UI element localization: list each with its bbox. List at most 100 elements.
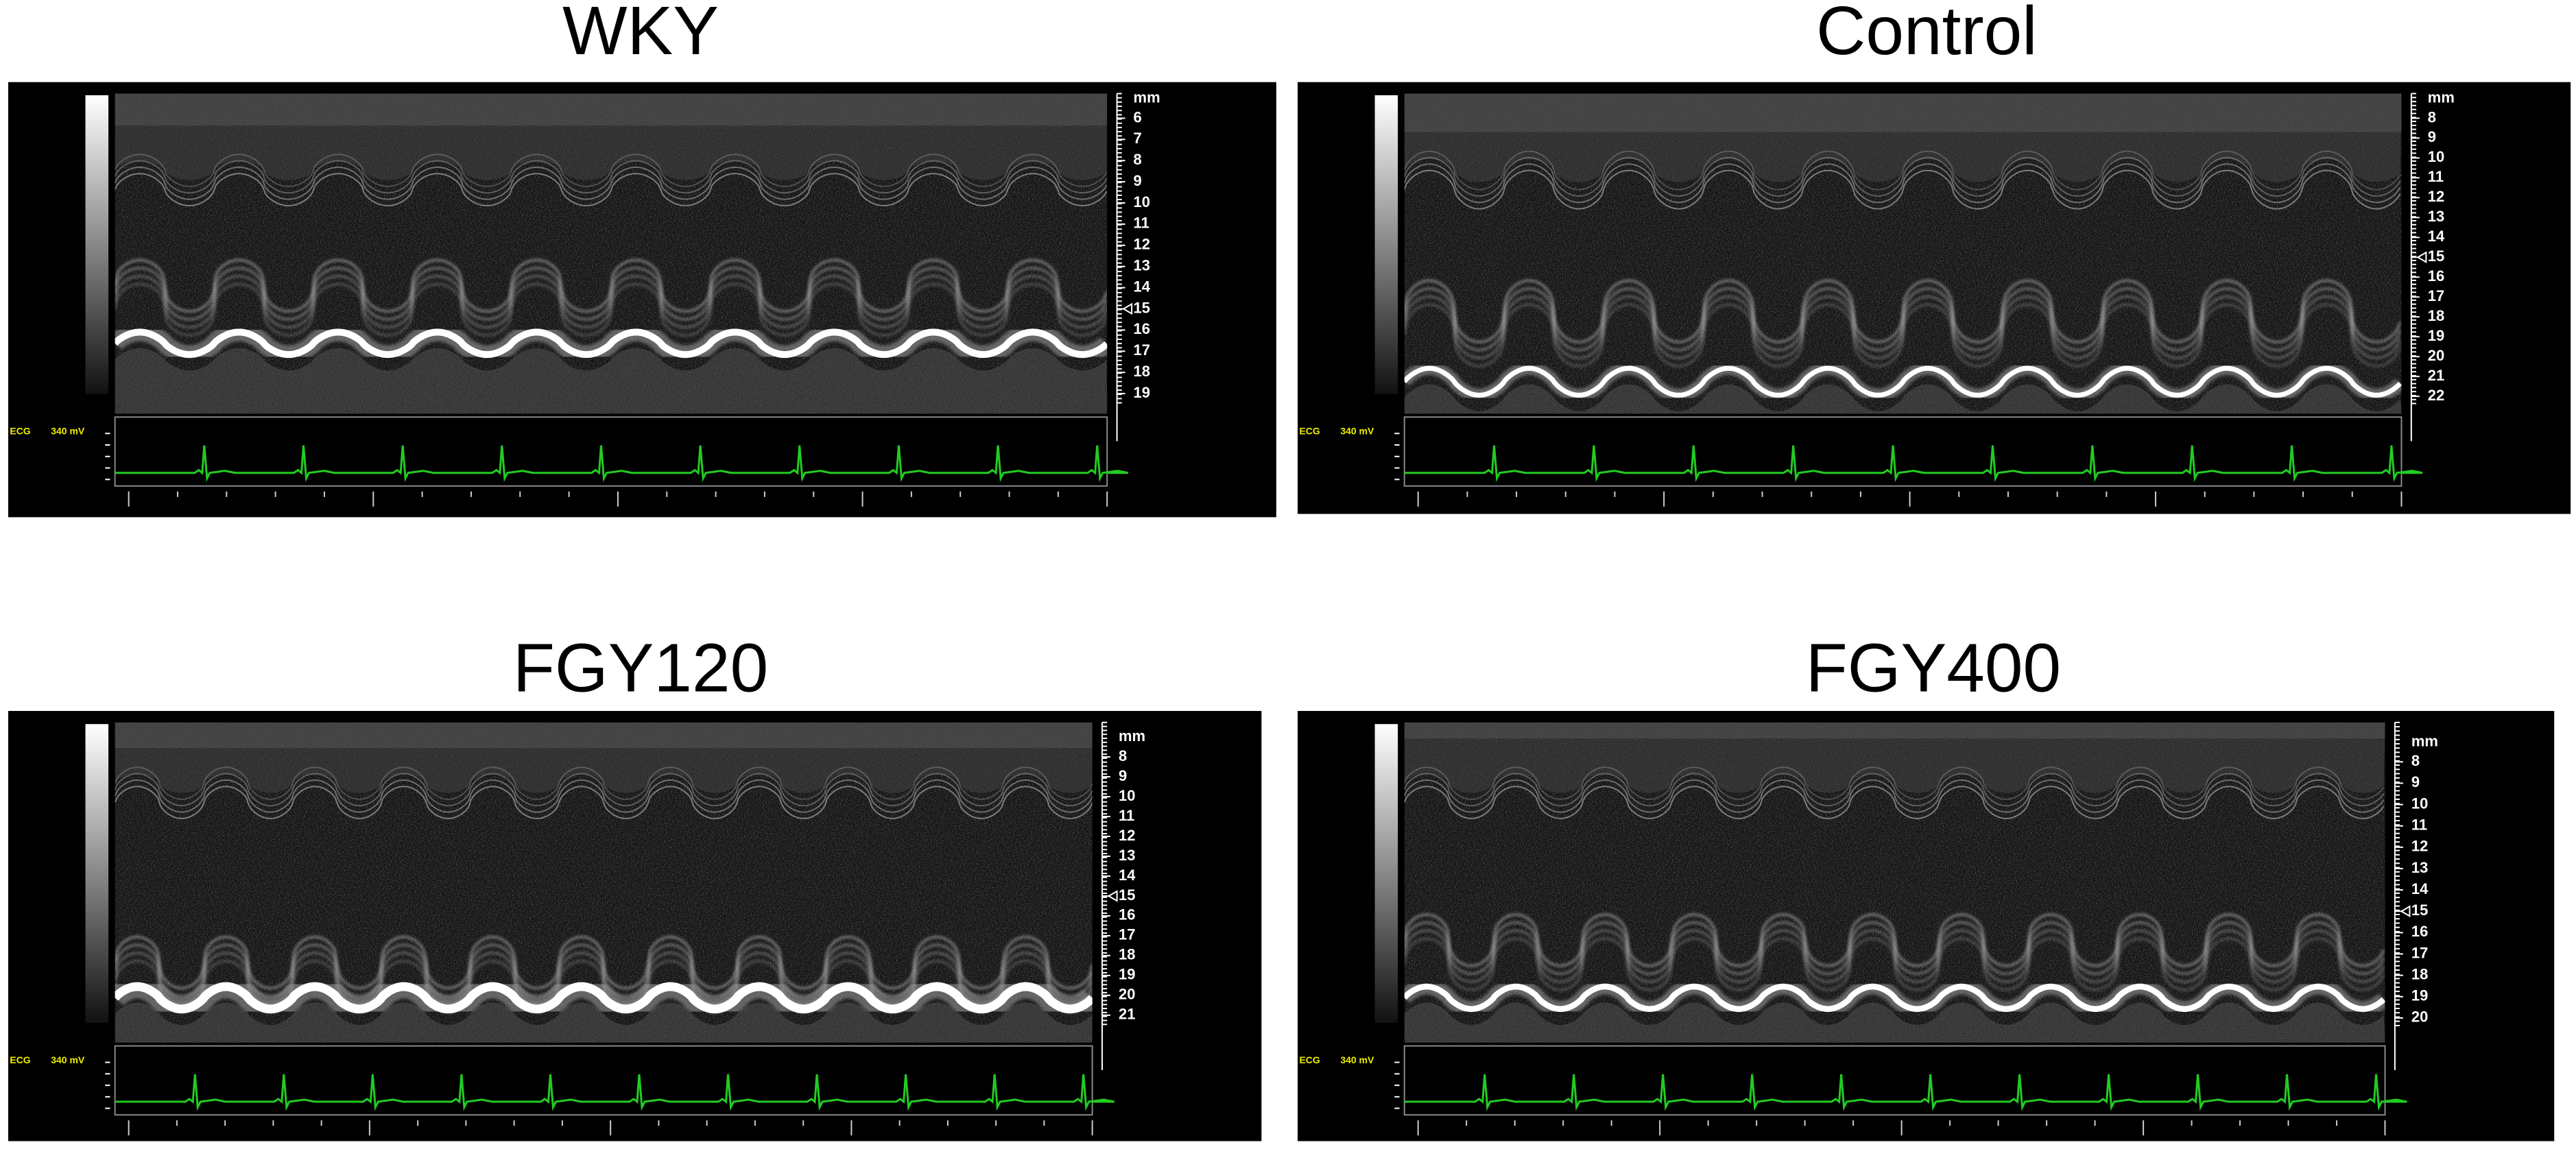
echo-panel: WKY mm 6 7 8 9 10 11 12 13 14 15 16 17 18 19 ECG 340 mV [8, 0, 1276, 518]
panel-title: FGY120 [513, 629, 768, 706]
anterior-wall [115, 722, 1093, 793]
depth-label: 9 [1119, 767, 1127, 784]
depth-label: 20 [2428, 347, 2444, 364]
depth-label: 15 [2411, 902, 2428, 919]
depth-label: 22 [2428, 387, 2444, 404]
ecg-label: ECG [1299, 1054, 1320, 1065]
ecg-label: ECG [10, 1054, 30, 1065]
mmode-image [1404, 722, 2385, 1043]
depth-label: 9 [2428, 128, 2436, 145]
posterior-line [115, 283, 1108, 337]
grayscale-bar [1374, 724, 1398, 1024]
posterior-line [1404, 921, 2385, 975]
depth-label: 8 [1134, 151, 1142, 168]
posterior-line [115, 936, 1093, 989]
posterior-line [1404, 930, 2385, 983]
focus-marker [1122, 302, 1133, 315]
panel-title: Control [1816, 0, 2037, 69]
depth-label: 8 [1119, 747, 1127, 764]
echo-panel: FGY400 mm 8 9 10 11 12 13 14 15 16 17 18 19 20 ECG 340 m… [1298, 629, 2555, 1141]
depth-label: 10 [2428, 148, 2444, 165]
depth-label: 14 [2411, 880, 2429, 897]
anterior-line [1404, 773, 2385, 807]
depth-label: 18 [1134, 363, 1150, 380]
anterior-line [115, 160, 1108, 194]
depth-label: 20 [1119, 986, 1135, 1003]
ecg-trace [115, 1074, 1115, 1111]
anterior-line [1404, 163, 2401, 204]
depth-label: 17 [2411, 944, 2428, 961]
depth-label: 16 [2428, 267, 2444, 285]
ecg-scale: 340 mV [1340, 1054, 1374, 1065]
pericardium [1404, 365, 2402, 398]
posterior-line [1404, 304, 2401, 367]
panel-title: FGY400 [1806, 629, 2061, 706]
depth-label: 10 [1119, 787, 1135, 804]
depth-label: 11 [1134, 215, 1149, 232]
depth-label: 17 [1134, 341, 1150, 359]
anterior-line [1404, 766, 2385, 800]
grayscale-bar [85, 95, 109, 394]
deep-tissue [1404, 384, 2402, 414]
posterior-line [115, 944, 1093, 997]
depth-unit: mm [2428, 89, 2455, 106]
ecg-scale: 340 mV [51, 1054, 85, 1065]
anterior-line [115, 786, 1093, 819]
ecg-scale: 340 mV [51, 426, 85, 437]
depth-label: 20 [2411, 1008, 2428, 1026]
echo-panel: FGY120 mm 8 9 10 11 12 13 14 15 16 17 18 19 20 21 ECG 340… [8, 629, 1262, 1141]
echo-panel: Control mm 8 9 10 11 12 13 14 15 16 17 18 19 20 21 22 ECG… [1298, 0, 2571, 514]
posterior-line [1404, 937, 2385, 991]
ecg-trace [1404, 1074, 2407, 1111]
depth-label: 15 [1134, 299, 1150, 316]
depth-unit: mm [1134, 89, 1160, 106]
depth-label: 12 [2411, 838, 2428, 855]
depth-label: 13 [2428, 208, 2444, 225]
ecg-box [114, 416, 1108, 487]
depth-label: 9 [1134, 172, 1142, 189]
depth-label: 19 [1134, 384, 1150, 401]
mmode-image [115, 722, 1093, 1043]
depth-label: 18 [2411, 965, 2428, 982]
grayscale-bar [1374, 95, 1398, 394]
depth-label: 7 [1134, 130, 1142, 147]
anterior-line [1404, 169, 2401, 210]
pericardium [115, 982, 1093, 1014]
depth-label: 16 [2411, 923, 2428, 940]
depth-label: 19 [1119, 966, 1135, 983]
depth-label: 16 [1134, 320, 1150, 337]
anterior-line [1404, 786, 2385, 819]
ecg-scale: 340 mV [1340, 426, 1374, 437]
posterior-line [115, 267, 1108, 321]
deep-tissue [1404, 1002, 2385, 1043]
ecg-trace [1404, 445, 2423, 483]
posterior-line [1404, 913, 2385, 967]
depth-label: 13 [1119, 847, 1135, 864]
depth-label: 12 [1134, 236, 1150, 253]
focus-marker [1107, 890, 1118, 902]
depth-label: 6 [1134, 108, 1142, 125]
pericardium [1404, 983, 2385, 1013]
anterior-line [1404, 150, 2401, 191]
depth-label: 18 [1119, 946, 1135, 963]
depth-label: 21 [1119, 1006, 1135, 1023]
anterior-line [1404, 779, 2385, 813]
focus-marker [2400, 905, 2411, 917]
depth-label: 14 [1134, 278, 1151, 295]
depth-label: 13 [1134, 257, 1150, 274]
depth-label: 12 [2428, 188, 2444, 205]
anterior-line [115, 779, 1093, 813]
depth-label: 16 [1119, 906, 1135, 923]
deep-tissue [115, 348, 1108, 414]
anterior-wall [115, 93, 1108, 180]
posterior-line [115, 275, 1108, 328]
depth-label: 19 [2428, 327, 2444, 344]
depth-label: 11 [1119, 807, 1134, 824]
depth-label: 8 [2411, 752, 2420, 769]
depth-label: 10 [1134, 193, 1150, 210]
depth-label: 18 [2428, 307, 2444, 324]
ecg-label: ECG [1299, 426, 1320, 437]
depth-label: 8 [2428, 108, 2436, 125]
depth-unit: mm [1119, 727, 1145, 745]
anterior-line [115, 154, 1108, 188]
